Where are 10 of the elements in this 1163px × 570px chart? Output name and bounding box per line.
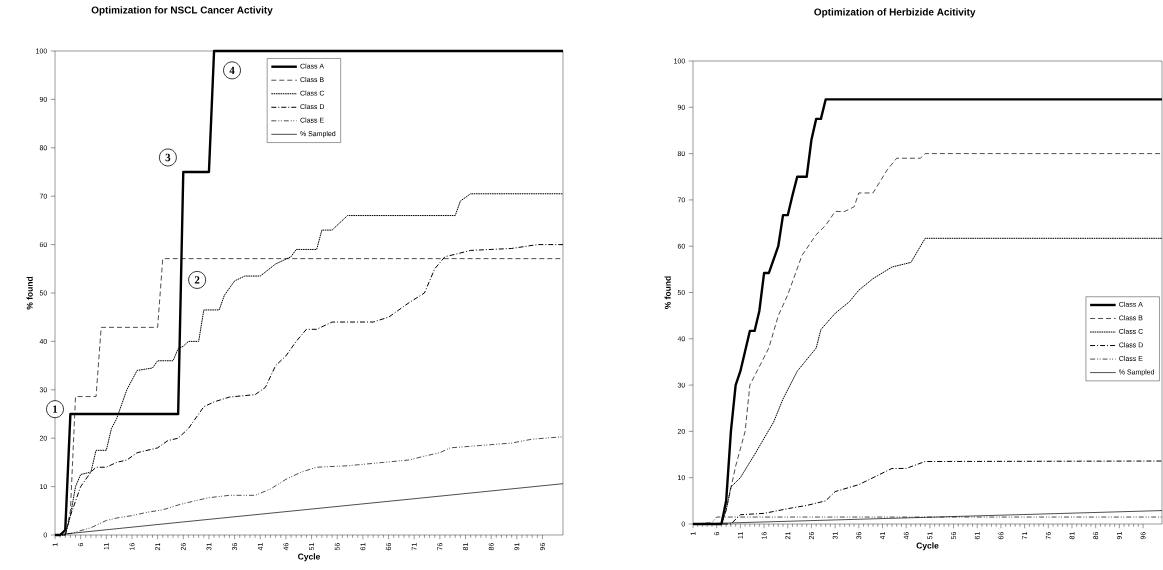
x-axis-title: Cycle <box>916 542 939 551</box>
x-axis-title: Cycle <box>298 553 321 562</box>
annotation: 2 <box>194 276 200 284</box>
y-axis-title: % found <box>26 276 33 310</box>
y-axis-title: % found <box>664 276 671 309</box>
annotation: 4 <box>229 66 235 74</box>
chart-title: Optimization of Herbizide Acitivity <box>814 8 976 18</box>
chart-title: Optimization for NSCL Cancer Activity <box>91 6 273 16</box>
annotation: 1 <box>53 405 58 413</box>
annotation: 3 <box>165 153 171 162</box>
